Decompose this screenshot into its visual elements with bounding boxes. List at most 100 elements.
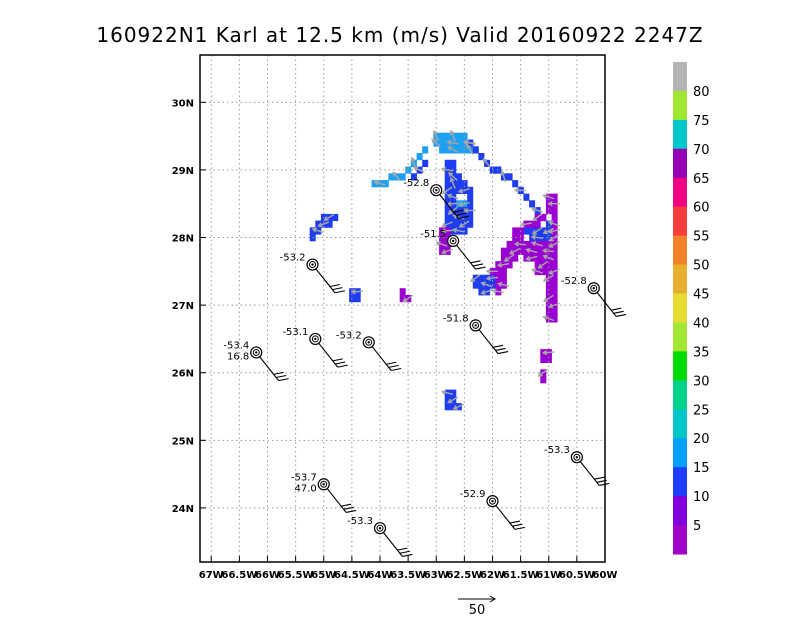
colorbar-label: 25: [693, 403, 710, 418]
x-tick-label: 66W: [255, 570, 280, 581]
wind-cell: [455, 200, 462, 208]
wind-cell: [444, 180, 451, 188]
colorbar-segment: [673, 235, 687, 265]
station-value: 47.0: [294, 483, 316, 494]
station-ring-inner: [376, 524, 384, 532]
wind-arrow: [541, 248, 555, 254]
station-dot: [367, 341, 370, 344]
colorbar-segment: [673, 351, 687, 381]
wind-arrow: [446, 139, 459, 146]
wind-arrow: [457, 201, 470, 207]
wind-cell: [545, 288, 552, 296]
wind-cell: [551, 315, 558, 323]
wind-cell: [444, 193, 451, 201]
colorbar-label: 60: [693, 201, 710, 216]
wind-barb-flag: [334, 290, 345, 294]
wind-barb-flag: [329, 283, 341, 288]
wind-cell: [512, 180, 519, 188]
wind-arrow: [531, 227, 543, 235]
colorbar-segment: [673, 409, 687, 439]
wind-barb-flag: [492, 344, 504, 348]
wind-cell: [444, 132, 451, 140]
wind-arrow: [547, 302, 560, 309]
observation-station: -52.8: [561, 276, 627, 317]
wind-barb-flag: [509, 520, 521, 524]
wind-arrow: [432, 129, 440, 142]
wind-cell: [523, 227, 530, 235]
wind-cell: [495, 267, 502, 276]
x-tick-label: 65.5W: [278, 570, 314, 581]
wind-cell: [545, 234, 552, 242]
wind-arrow: [435, 240, 448, 247]
wind-cell: [534, 261, 541, 269]
wind-barb-shaft: [315, 268, 336, 294]
wind-cell: [500, 254, 507, 262]
reference-label: 50: [469, 603, 486, 618]
wind-arrow: [548, 268, 560, 275]
wind-arrow: [463, 207, 476, 214]
wind-arrow: [373, 180, 386, 186]
colorbar-label: 20: [693, 432, 710, 447]
wind-arrow: [508, 247, 521, 255]
wind-barb-shaft: [371, 345, 392, 371]
wind-barb-flag: [335, 361, 346, 365]
wind-barb-flag: [456, 212, 467, 216]
wind-arrow: [548, 241, 560, 248]
wind-cell: [551, 254, 558, 262]
wind-cell: [439, 234, 446, 242]
wind-cell: [382, 180, 389, 188]
x-tick-label: 66.5W: [222, 570, 258, 581]
wind-cell: [439, 132, 446, 140]
wind-cell: [399, 295, 406, 303]
wind-cell: [371, 180, 378, 188]
wind-cell: [540, 254, 547, 262]
x-tick-label: 62.5W: [447, 570, 483, 581]
wind-barb-shaft: [495, 504, 516, 530]
wind-arrow: [440, 166, 454, 173]
wind-barb-shaft: [382, 531, 403, 557]
colorbar: 5 10 15 20 25 30 35 40 45 50 55 60 65 70 75 80: [673, 62, 710, 555]
wind-arrow: [410, 156, 417, 169]
x-tick-label: 61W: [536, 570, 561, 581]
wind-arrow: [458, 220, 470, 228]
wind-arrow: [491, 288, 504, 294]
station-ring-inner: [449, 237, 457, 245]
wind-cell: [506, 261, 513, 269]
wind-cell: [472, 146, 479, 154]
station-ring-inner: [320, 480, 328, 488]
wind-arrow: [530, 268, 543, 274]
reference-vector: 50: [458, 595, 496, 618]
station-dot: [311, 263, 314, 266]
wind-cell: [478, 281, 485, 289]
wind-barb-shaft: [326, 487, 347, 513]
x-tick-label: 60W: [593, 570, 618, 581]
chart-title: 160922N1 Karl at 12.5 km (m/s) Valid 201…: [96, 23, 703, 47]
wind-arrow: [448, 172, 458, 181]
station-dot: [255, 351, 258, 354]
station-dot: [474, 324, 477, 327]
wind-arrow: [317, 221, 330, 228]
wind-barb-flag: [276, 374, 287, 379]
wind-arrow: [485, 275, 499, 281]
wind-arrow: [547, 220, 560, 227]
wind-cell: [551, 288, 558, 296]
wind-cell: [495, 274, 502, 282]
wind-cell: [540, 213, 547, 222]
wind-cell: [506, 247, 513, 255]
x-tick-label: 67W: [199, 570, 224, 581]
wind-cell: [455, 146, 462, 154]
wind-cell: [551, 213, 558, 222]
colorbar-segment: [673, 380, 687, 410]
wind-arrow: [537, 260, 548, 269]
wind-cell: [540, 227, 547, 235]
wind-cell: [399, 288, 406, 296]
colorbar-segment: [673, 322, 687, 352]
wind-cell: [523, 193, 530, 201]
colorbar-label: 30: [693, 374, 710, 389]
colorbar-label: 45: [693, 288, 710, 303]
station-temperature: -52.8: [561, 276, 587, 287]
station-temperature: -53.3: [544, 445, 570, 456]
wind-cell: [517, 247, 524, 255]
wind-arrow: [402, 294, 414, 303]
wind-cell: [506, 240, 513, 249]
